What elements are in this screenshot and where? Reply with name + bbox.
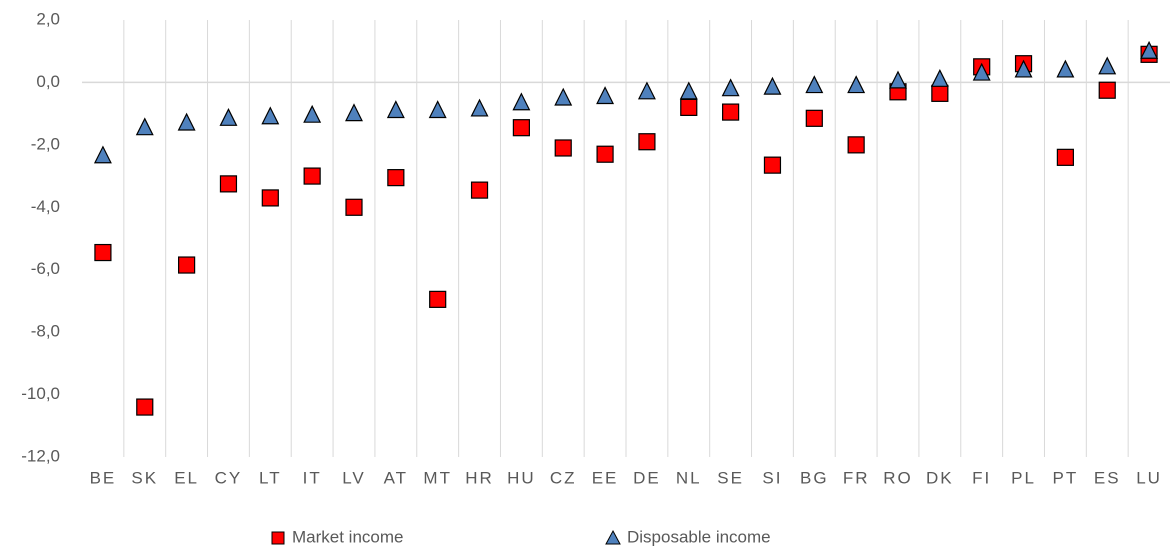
marker-triangle [721,78,740,97]
marker-square [136,398,154,416]
x-tick-label: DE [633,468,661,487]
marker-square [512,119,530,137]
marker-triangle [1014,59,1033,78]
marker-triangle [637,81,656,100]
x-tick-label: BE [90,468,117,487]
x-tick-label: NL [676,468,702,487]
x-tick-label: AT [384,468,408,487]
legend-label: Market income [292,527,403,546]
legend-label: Disposable income [627,527,771,546]
x-tick-label: HU [507,468,536,487]
marker-triangle [470,98,489,117]
x-tick-label: DK [926,468,954,487]
y-tick-label: -6,0 [31,259,60,278]
marker-square [470,181,489,199]
x-tick-label: SI [762,468,782,487]
marker-triangle [1140,40,1159,59]
x-tick-label: HR [465,468,494,487]
x-tick-label: LT [259,468,282,487]
marker-triangle [847,75,866,94]
marker-square [763,156,782,174]
marker-square [722,103,740,121]
x-tick-label: EE [592,468,619,487]
x-tick-label: EL [174,468,199,487]
x-tick-label: CZ [550,468,577,487]
marker-triangle [596,86,615,105]
marker-square [638,133,656,151]
marker-triangle [261,106,280,125]
marker-square [94,243,112,262]
x-tick-label: FR [843,468,870,487]
marker-square [680,98,698,117]
marker-square [345,198,363,216]
marker-square [1098,81,1116,99]
marker-triangle [303,104,322,123]
x-tick-label: LU [1136,468,1162,487]
marker-triangle [972,62,991,81]
marker-square [261,189,279,207]
x-tick-label: CY [215,468,243,487]
marker-triangle [219,107,238,126]
x-tick-label: PL [1011,468,1036,487]
marker-square [1056,148,1074,166]
x-tick-label: ES [1094,468,1121,487]
x-tick-label: PT [1053,468,1079,487]
y-tick-label: -4,0 [31,197,60,216]
marker-square [805,109,823,127]
marker-triangle [135,117,154,136]
x-tick-label: MT [423,468,452,487]
marker-triangle [1098,56,1117,75]
marker-triangle [889,70,907,89]
marker-square [178,256,196,274]
marker-square [429,290,447,308]
marker-triangle [805,75,824,94]
y-tick-label: -8,0 [31,322,60,341]
marker-triangle [930,68,949,87]
y-tick-label: -2,0 [31,134,60,153]
marker-square [596,145,614,163]
x-tick-label: BG [800,468,829,487]
marker-triangle [554,87,573,106]
x-tick-label: SK [131,468,158,487]
marker-triangle [512,92,531,111]
marker-square [931,84,949,102]
x-tick-label: IT [303,468,322,487]
marker-square [554,139,572,157]
marker-triangle [1056,59,1075,78]
x-tick-label: LV [342,468,366,487]
y-tick-label: -12,0 [21,446,60,465]
marker-triangle [93,145,112,164]
legend-marker [271,531,285,545]
marker-square [303,167,321,185]
x-tick-label: SE [717,468,744,487]
marker-square [219,175,238,193]
x-tick-label: FI [972,468,991,487]
y-tick-label: 0,0 [36,72,60,91]
legend-marker [605,529,621,545]
marker-triangle [763,76,782,95]
marker-triangle [679,81,698,100]
y-tick-label: -10,0 [21,384,60,403]
marker-square [847,136,865,154]
x-tick-label: RO [883,468,913,487]
marker-square [387,169,405,187]
marker-triangle [177,112,196,131]
marker-triangle [386,100,405,119]
y-tick-label: 2,0 [36,9,60,28]
marker-triangle [345,103,363,122]
marker-triangle [428,100,447,119]
